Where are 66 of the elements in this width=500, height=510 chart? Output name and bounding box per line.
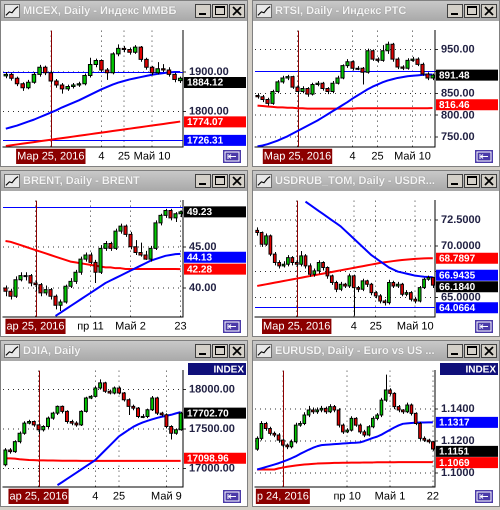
y-tick-label: 45.00 [189,240,217,253]
y-tick-label: 40.00 [189,282,217,294]
y-tick-label: 72.5000 [441,214,481,226]
x-tick-label: 4 [349,150,356,162]
text: INDEX [465,364,496,376]
x-tick-label: 4 [92,490,98,502]
x-tick-label: 23 [174,320,187,332]
y-tick-label: 1.1400 [441,403,475,416]
x-tick-label: Мар 25, 2016 [263,320,330,332]
y-tick-label: 65.0000 [441,291,481,304]
x-tick-label: ар 25, 2016 [9,490,68,502]
x-tick-label: Май 1 [374,490,406,502]
chart-title: USDRUB_TOM, Daily - USDR... [275,175,436,187]
y-tick-label: 750.00 [441,131,475,144]
x-tick-label: 4 [350,320,357,332]
data-label: 1.1069 [439,458,470,469]
text: 891.48 [439,70,470,82]
chart-title: BRENT, Daily - BRENT [23,175,141,187]
text: INDEX [213,364,244,376]
x-tick-label: 25 [371,150,384,162]
data-label: 1.1317 [439,418,470,429]
data-label: 42.28 [187,264,212,276]
data-label: 66.9435 [439,270,476,282]
y-tick-label: 1.1000 [441,467,475,480]
x-tick-label: Мар 25, 2016 [17,150,85,162]
y-tick-label: 70.0000 [441,240,481,252]
x-tick-label: Май 10 [394,150,431,162]
chart-title: RTSI, Daily - Индекс РТС [275,5,408,17]
text: 17702.70 [187,408,230,420]
x-tick-label: 25 [370,320,382,332]
data-label: 68.7897 [439,254,476,265]
data-label: 816.46 [439,100,470,111]
y-tick-label: 1.1200 [441,435,475,448]
x-tick-label: Мар 25, 2016 [264,150,332,162]
x-tick-label: Май 10 [134,150,170,162]
x-tick-label: 25 [112,490,126,502]
x-tick-label: 22 [426,490,439,502]
ref-line-label: 64.0664 [439,303,476,314]
chart-title: DJIA, Daily [23,345,82,357]
y-tick-label: 17500.00 [189,423,235,436]
y-tick-label: 850.00 [441,87,475,100]
y-tick-label: 800.00 [441,109,475,122]
y-tick-label: 950.00 [441,43,475,56]
ref-line-label: 1726.31 [187,136,224,147]
x-tick-label: р 24, 2016 [256,490,309,502]
y-tick-label: 1900.00 [189,66,229,78]
text: 66.1840 [439,282,476,294]
text: 1.1151 [439,446,470,458]
data-label: 44.13 [187,252,212,264]
x-tick-label: пр 11 [77,320,104,332]
chart-title: MICEX, Daily - Индекс ММВБ [23,5,178,17]
x-tick-label: ар 25, 2016 [6,320,65,332]
data-label: 17098.96 [187,453,230,464]
x-tick-label: Май 2 [115,320,146,332]
x-tick-label: Май 10 [396,320,434,332]
text: 49.23 [187,207,212,218]
y-tick-label: 17000.00 [189,462,235,475]
x-tick-label: 4 [98,150,104,162]
y-tick-label: 18000.00 [189,384,235,396]
data-label: 1774.07 [187,117,224,128]
x-tick-label: 25 [118,150,130,162]
chart-title: EURUSD, Daily - Euro vs US ... [275,345,436,357]
text: 1884.12 [187,78,224,89]
x-tick-label: пр 10 [333,490,361,502]
y-tick-label: 1800.00 [189,105,229,118]
x-tick-label: Май 9 [151,490,182,502]
